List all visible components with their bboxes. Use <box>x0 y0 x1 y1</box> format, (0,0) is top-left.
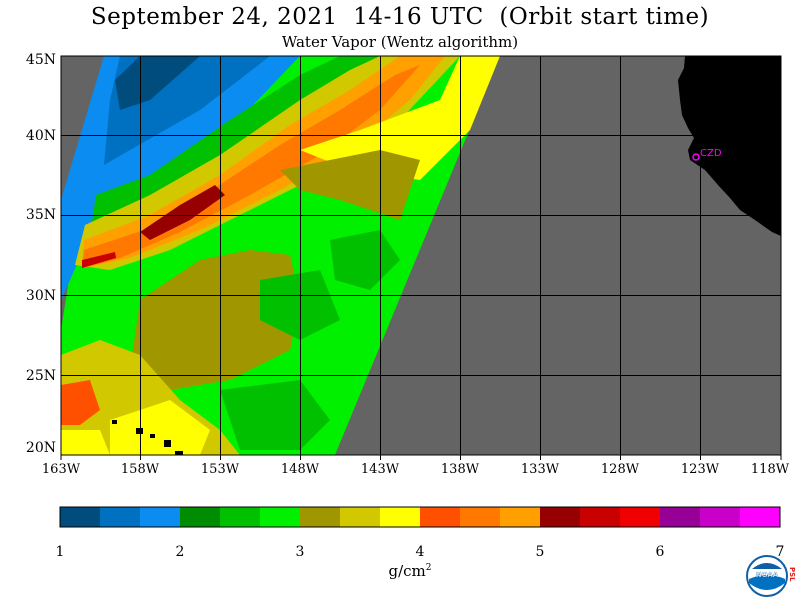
colorbar-swatch <box>460 507 501 527</box>
lon-ticks <box>60 455 782 460</box>
lon-label-128w: 128W <box>600 462 640 477</box>
colorbar-label-7: 7 <box>775 544 785 560</box>
colorbar-swatch <box>660 507 701 527</box>
colorbar-swatch <box>580 507 621 527</box>
colorbar-label-6: 6 <box>655 544 665 560</box>
colorbar <box>60 507 781 527</box>
station-marker <box>692 153 700 161</box>
colorbar-label-4: 4 <box>415 544 425 560</box>
colorbar-label-1: 1 <box>55 544 65 560</box>
colorbar-swatch <box>180 507 221 527</box>
colorbar-swatch <box>220 507 261 527</box>
map-subtitle: Water Vapor (Wentz algorithm) <box>281 33 519 51</box>
colorbar-swatch <box>260 507 301 527</box>
lon-label-138w: 138W <box>440 462 480 477</box>
colorbar-swatch <box>540 507 581 527</box>
land-california <box>678 56 781 236</box>
map-frame <box>60 55 782 456</box>
colorbar-units: g/cm2 <box>380 562 440 580</box>
colorbar-label-3: 3 <box>295 544 305 560</box>
lon-label-163w: 163W <box>41 462 81 477</box>
colorbar-swatch <box>500 507 541 527</box>
colorbar-swatch <box>740 507 781 527</box>
station-label: CZD <box>700 148 722 159</box>
colorbar-swatch <box>380 507 421 527</box>
colorbar-swatch <box>300 507 341 527</box>
colorbar-label-5: 5 <box>535 544 545 560</box>
lon-label-153w: 153W <box>200 462 240 477</box>
lat-label-35n: 35N <box>25 207 56 223</box>
colorbar-swatch <box>700 507 741 527</box>
colorbar-frame <box>59 506 781 528</box>
satellite-swath <box>61 56 500 455</box>
map-title: September 24, 2021 14-16 UTC (Orbit star… <box>90 4 710 30</box>
lon-label-118w: 118W <box>750 462 790 477</box>
units-exponent: 2 <box>425 563 432 573</box>
colorbar-swatch <box>60 507 101 527</box>
noaa-logo: NOAA PSL <box>746 555 796 597</box>
lon-label-123w: 123W <box>680 462 720 477</box>
lon-label-143w: 143W <box>360 462 400 477</box>
colorbar-swatch <box>340 507 381 527</box>
lat-label-40n: 40N <box>25 128 56 144</box>
colorbar-swatch <box>140 507 181 527</box>
lon-label-148w: 148W <box>280 462 320 477</box>
graticule <box>61 56 781 455</box>
units-base: g/cm <box>388 562 426 580</box>
lat-label-25n: 25N <box>25 368 56 384</box>
psl-letters: PSL <box>788 567 796 582</box>
lon-label-133w: 133W <box>520 462 560 477</box>
colorbar-swatch <box>420 507 461 527</box>
hawaii-islands <box>112 420 183 455</box>
colorbar-swatch <box>620 507 661 527</box>
lat-label-20n: 20N <box>25 440 56 456</box>
lon-label-158w: 158W <box>120 462 160 477</box>
noaa-logo-text: NOAA <box>756 571 779 579</box>
colorbar-label-2: 2 <box>175 544 185 560</box>
lat-label-30n: 30N <box>25 288 56 304</box>
lat-label-45n: 45N <box>25 52 56 68</box>
colorbar-swatch <box>100 507 141 527</box>
